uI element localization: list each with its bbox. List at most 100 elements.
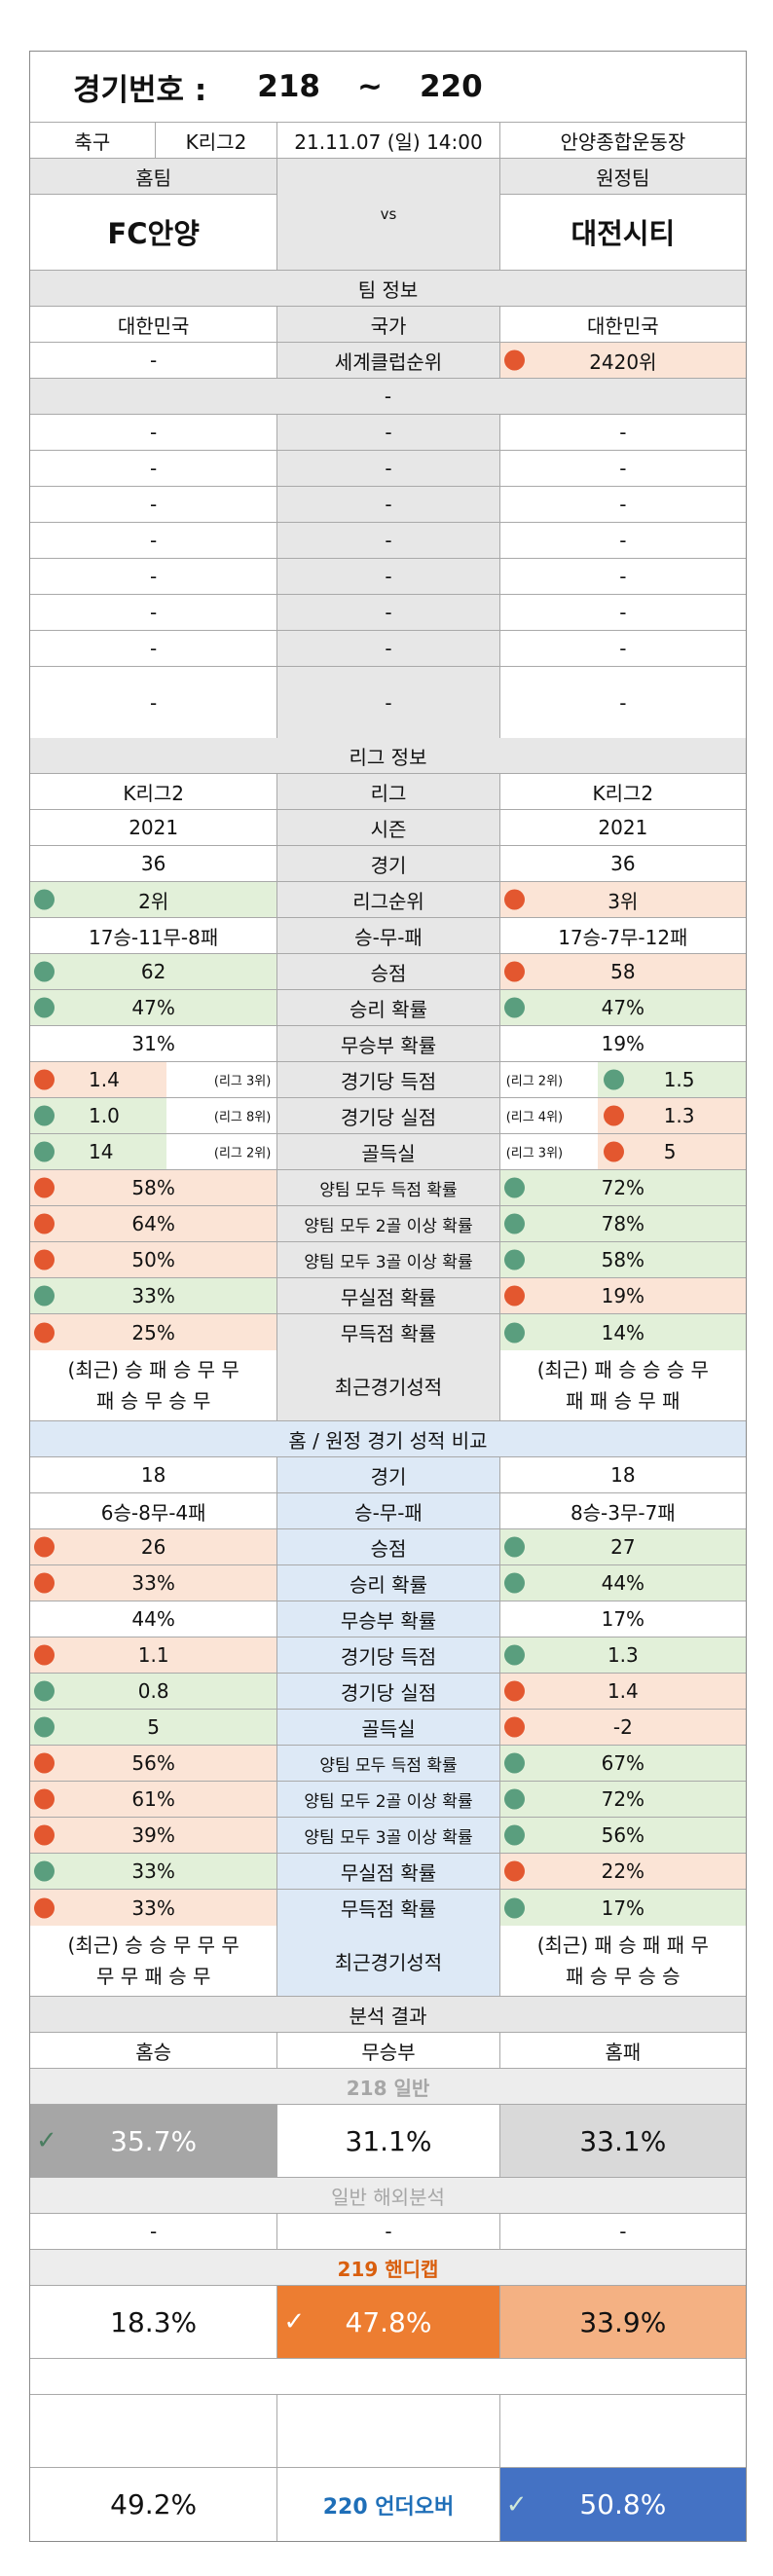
foreign-row: - - -: [30, 2214, 746, 2250]
g219-home-loss: 33.9%: [499, 2286, 746, 2358]
red-dot-icon: [34, 1788, 55, 1810]
empty-rows: ------------------------: [30, 415, 746, 738]
away-stat: 19%: [499, 1278, 746, 1313]
home-stat-value: 56%: [131, 1751, 175, 1775]
green-dot-icon: [603, 1069, 624, 1090]
label-empty-cell: -: [277, 595, 500, 630]
away-stat-value: 18: [610, 1463, 636, 1487]
home-stat-value: 17승-11무-8패: [89, 925, 219, 949]
green-dot-icon: [34, 1860, 55, 1882]
home-stat: 1.0 (리그 8위): [30, 1098, 278, 1133]
analysis-title: 분석 결과: [30, 1997, 746, 2032]
away-stat: 19%: [500, 1026, 746, 1061]
stat-row: 26 승점 27: [30, 1529, 746, 1565]
green-dot-icon: [503, 1644, 525, 1666]
away-stat-value: 22%: [601, 1859, 645, 1883]
away-stat: (리그 2위) 1.5: [499, 1062, 746, 1097]
stat-label: 무실점 확률: [277, 1854, 500, 1889]
match-analysis-table: 경기번호 : 218 ~ 220 축구 K리그2 21.11.07 (일) 14…: [29, 51, 747, 2542]
stat-label: 승-무-패: [277, 1493, 500, 1528]
home-stat: 39%: [30, 1818, 278, 1853]
g220-over: ✓ 50.8%: [499, 2468, 746, 2541]
compare-title-row: 홈 / 원정 경기 성적 비교: [30, 1421, 746, 1457]
stat-row: 1.0 (리그 8위) 경기당 실점 (리그 4위) 1.3: [30, 1098, 746, 1134]
home-stat: 2위: [30, 882, 278, 917]
away-stat: (리그 3위) 5: [499, 1134, 746, 1169]
stat-row: 58% 양팀 모두 득점 확률 72%: [30, 1170, 746, 1206]
away-stat: 17승-7무-12패: [500, 918, 746, 953]
stat-label: 경기당 득점: [277, 1062, 500, 1097]
away-stat-value: 3위: [607, 889, 639, 913]
recent-form-label: 최근경기성적: [277, 1350, 500, 1420]
home-stat-value: 64%: [131, 1212, 175, 1235]
league: K리그2: [156, 123, 278, 158]
away-stat: 44%: [499, 1565, 746, 1601]
home-stat-value: 50%: [131, 1248, 175, 1271]
away-stat: 72%: [499, 1170, 746, 1205]
green-dot-icon: [34, 889, 55, 910]
away-stat: 36: [500, 846, 746, 881]
label-empty-cell: -: [277, 451, 500, 486]
foreign-draw: -: [277, 2214, 500, 2249]
away-stat-value: -2: [612, 1715, 633, 1739]
stat-label: 경기: [277, 846, 500, 881]
stat-label: 경기당 실점: [277, 1098, 500, 1133]
check-icon: ✓: [505, 2489, 528, 2520]
stat-row: 2021 시즌 2021: [30, 810, 746, 846]
check-icon: ✓: [36, 2126, 57, 2155]
home-stat-value: 31%: [131, 1032, 175, 1055]
away-away-recent-line-2: 패 승 무 승 승: [566, 1965, 681, 1988]
away-stat-value: 67%: [601, 1751, 645, 1775]
empty-row: ---: [30, 595, 746, 631]
stat-row: 6승-8무-4패 승-무-패 8승-3무-7패: [30, 1493, 746, 1529]
g219-row: 18.3% ✓ 47.8% 33.9%: [30, 2286, 746, 2359]
stat-row: 14 (리그 2위) 골득실 (리그 3위) 5: [30, 1134, 746, 1170]
foreign-home-loss: -: [619, 2220, 627, 2243]
empty-row: ---: [30, 415, 746, 451]
away-stat-value: 36: [610, 852, 636, 875]
away-empty-cell: -: [619, 637, 627, 660]
header-row: 경기번호 : 218 ~ 220: [30, 52, 746, 123]
home-stat-value: 25%: [131, 1320, 175, 1344]
stat-label: 승점: [277, 954, 500, 989]
home-stat-value: 1.1: [137, 1643, 169, 1667]
away-stat-value: 19%: [601, 1032, 645, 1055]
home-empty-cell: -: [30, 415, 278, 450]
stat-row: 64% 양팀 모두 2골 이상 확률 78%: [30, 1206, 746, 1242]
away-stat-value: 58: [610, 960, 636, 983]
away-league-rank-note: (리그 2위): [505, 1074, 564, 1089]
match-info-row: 축구 K리그2 21.11.07 (일) 14:00 안양종합운동장: [30, 123, 746, 159]
match-number-tilde: ~: [357, 69, 383, 104]
away-stat: 17%: [500, 1601, 746, 1637]
stat-label: 경기당 득점: [277, 1638, 500, 1673]
country-label: 국가: [277, 307, 500, 342]
away-recent-line-1: (최근) 패 승 승 승 무: [536, 1358, 709, 1381]
away-stat-value: 58%: [601, 1248, 645, 1271]
away-stat-value: 17%: [601, 1607, 645, 1631]
country-row: 대한민국 국가 대한민국: [30, 307, 746, 343]
stat-label: 양팀 모두 2골 이상 확률: [277, 1782, 500, 1817]
g218-draw: 31.1%: [277, 2105, 500, 2177]
home-win-label: 홈승: [30, 2033, 278, 2068]
home-stat-value: 62: [140, 960, 166, 983]
home-stat-value: 47%: [131, 996, 175, 1019]
home-stat: 62: [30, 954, 278, 989]
away-stat-value: 1.4: [607, 1679, 639, 1703]
away-empty-cell: -: [619, 529, 627, 552]
red-dot-icon: [34, 1824, 55, 1846]
home-stat-value: 26: [140, 1535, 166, 1559]
away-stat-value: 2021: [598, 816, 648, 839]
stat-label: 골득실: [277, 1134, 500, 1169]
g219-draw-value: 47.8%: [345, 2305, 432, 2338]
home-stat-value: 58%: [131, 1176, 175, 1199]
g218-home-win: ✓ 35.7%: [30, 2105, 278, 2177]
g219-title-row: 219 핸디캡: [30, 2250, 746, 2286]
red-dot-icon: [603, 1141, 624, 1162]
stat-label: 승점: [277, 1529, 500, 1564]
home-recent-line-2: 패 승 무 승 무: [95, 1389, 211, 1413]
away-stat: 58: [499, 954, 746, 989]
red-dot-icon: [34, 1249, 55, 1270]
home-stat-value: 1.4: [89, 1068, 120, 1091]
home-stat: 47%: [30, 990, 278, 1025]
away-team-label: 원정팀: [499, 159, 746, 195]
